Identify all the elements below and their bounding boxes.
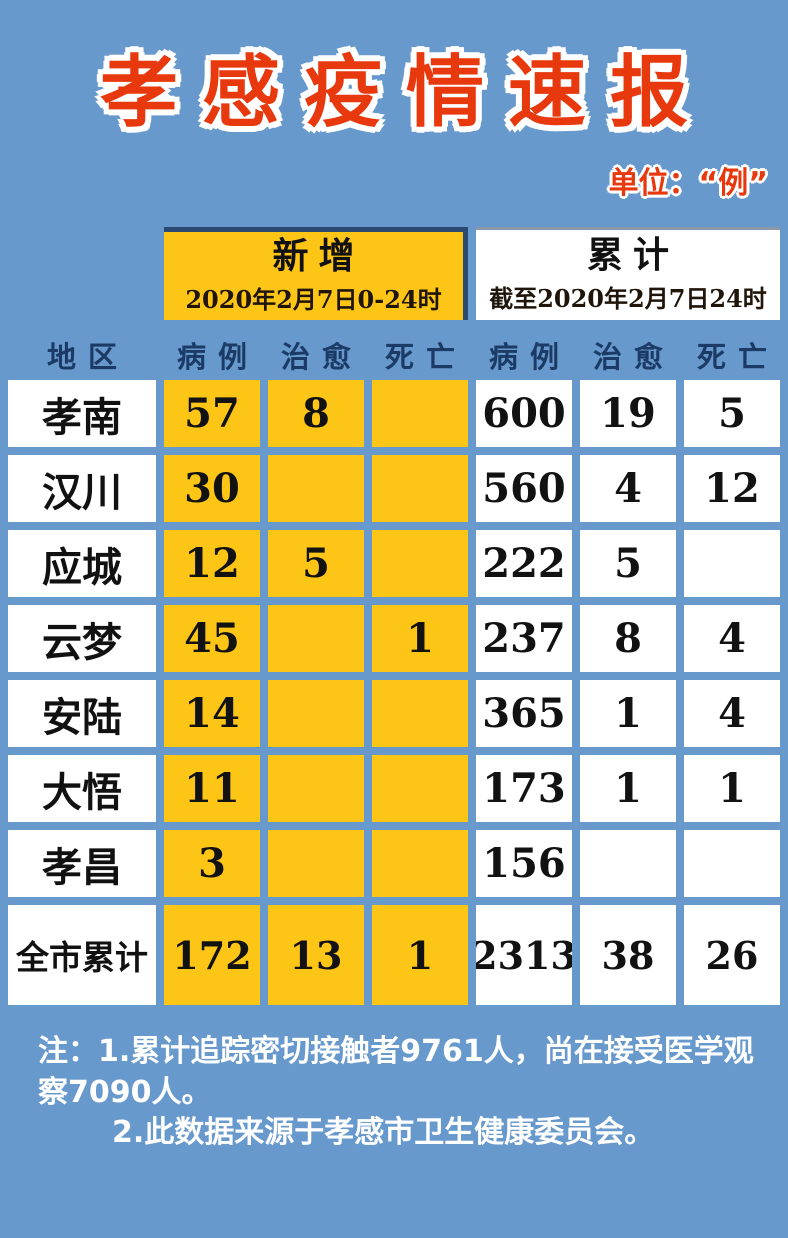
new-cured-cell: 13 (268, 905, 364, 1005)
cumulative-deaths-cell: 12 (684, 455, 780, 522)
cumulative-deaths-cell: 4 (684, 605, 780, 672)
table-row: 安陆 14 365 1 4 (8, 680, 780, 747)
table-row-citywide-total: 全市累计 172 13 1 2313 38 26 (8, 905, 780, 1005)
region-cell: 云梦 (8, 605, 156, 672)
new-cured-cell (268, 755, 364, 822)
new-cured-cell (268, 680, 364, 747)
new-cured-cell (268, 455, 364, 522)
region-cell: 全市累计 (8, 905, 156, 1005)
cumulative-deaths-cell (684, 830, 780, 897)
cumulative-deaths-cell: 4 (684, 680, 780, 747)
column-header-region: 地区 (46, 340, 129, 374)
region-cell: 安陆 (8, 680, 156, 747)
cumulative-cured-cell: 1 (580, 680, 676, 747)
new-cases-cell: 3 (164, 830, 260, 897)
cumulative-cases-cell: 222 (476, 530, 572, 597)
epidemic-data-table: 孝南 57 8 600 19 5 汉川 30 560 4 12 应城 12 5 … (8, 380, 780, 1013)
region-cell: 孝南 (8, 380, 156, 447)
unit-label: 单位：“例” (608, 166, 768, 201)
cumulative-deaths-cell: 26 (684, 905, 780, 1005)
new-cases-cell: 45 (164, 605, 260, 672)
new-cases-cell: 30 (164, 455, 260, 522)
cumulative-period-title: 累计 (586, 234, 679, 276)
footnote-1: 注：1.累计追踪密切接触者9761人，尚在接受医学观察7090人。 (38, 1034, 754, 1110)
new-cured-cell (268, 830, 364, 897)
region-cell: 孝昌 (8, 830, 156, 897)
column-header-cumulative-cases: 病例 (488, 340, 571, 374)
new-period-title: 新增 (272, 235, 365, 277)
new-deaths-cell: 1 (372, 605, 468, 672)
new-cases-cell: 14 (164, 680, 260, 747)
page-title: 孝感疫情速报 (99, 48, 712, 138)
cumulative-cured-cell: 8 (580, 605, 676, 672)
footnotes: 注：1.累计追踪密切接触者9761人，尚在接受医学观察7090人。 2.此数据来… (38, 1032, 754, 1154)
column-header-row: 地区 病例 治愈 死亡 病例 治愈 死亡 (8, 334, 780, 374)
table-row: 孝昌 3 156 (8, 830, 780, 897)
column-header-new-cured: 治愈 (280, 340, 363, 374)
cumulative-cases-cell: 600 (476, 380, 572, 447)
new-cured-cell: 5 (268, 530, 364, 597)
column-header-cumulative-cured: 治愈 (592, 340, 675, 374)
cumulative-deaths-cell: 5 (684, 380, 780, 447)
cumulative-cases-cell: 2313 (476, 905, 572, 1005)
cumulative-period-header: 累计 截至2020年2月7日24时 (476, 227, 780, 320)
cumulative-cases-cell: 560 (476, 455, 572, 522)
column-header-new-cases: 病例 (176, 340, 259, 374)
new-deaths-cell (372, 380, 468, 447)
cumulative-cured-cell: 19 (580, 380, 676, 447)
new-deaths-cell: 1 (372, 905, 468, 1005)
cumulative-cured-cell: 38 (580, 905, 676, 1005)
cumulative-cured-cell: 5 (580, 530, 676, 597)
table-row: 孝南 57 8 600 19 5 (8, 380, 780, 447)
new-deaths-cell (372, 755, 468, 822)
new-period-header: 新增 2020年2月7日0-24时 (164, 227, 468, 320)
new-cases-cell: 172 (164, 905, 260, 1005)
new-cases-cell: 57 (164, 380, 260, 447)
new-cured-cell: 8 (268, 380, 364, 447)
table-row: 汉川 30 560 4 12 (8, 455, 780, 522)
cumulative-cases-cell: 156 (476, 830, 572, 897)
new-deaths-cell (372, 455, 468, 522)
cumulative-cases-cell: 365 (476, 680, 572, 747)
cumulative-deaths-cell: 1 (684, 755, 780, 822)
region-cell: 应城 (8, 530, 156, 597)
cumulative-deaths-cell (684, 530, 780, 597)
region-cell: 汉川 (8, 455, 156, 522)
column-header-new-deaths: 死亡 (384, 340, 467, 374)
new-cases-cell: 11 (164, 755, 260, 822)
table-row: 应城 12 5 222 5 (8, 530, 780, 597)
new-deaths-cell (372, 680, 468, 747)
footnote-2: 2.此数据来源于孝感市卫生健康委员会。 (112, 1115, 655, 1150)
region-cell: 大悟 (8, 755, 156, 822)
new-period-subtitle: 2020年2月7日0-24时 (185, 285, 442, 315)
cumulative-period-subtitle: 截至2020年2月7日24时 (489, 284, 767, 314)
table-row: 大悟 11 173 1 1 (8, 755, 780, 822)
table-row: 云梦 45 1 237 8 4 (8, 605, 780, 672)
new-deaths-cell (372, 830, 468, 897)
new-cured-cell (268, 605, 364, 672)
cumulative-cases-cell: 237 (476, 605, 572, 672)
new-deaths-cell (372, 530, 468, 597)
new-cases-cell: 12 (164, 530, 260, 597)
cumulative-cured-cell: 1 (580, 755, 676, 822)
cumulative-cured-cell (580, 830, 676, 897)
column-header-cumulative-deaths: 死亡 (696, 340, 779, 374)
cumulative-cases-cell: 173 (476, 755, 572, 822)
cumulative-cured-cell: 4 (580, 455, 676, 522)
